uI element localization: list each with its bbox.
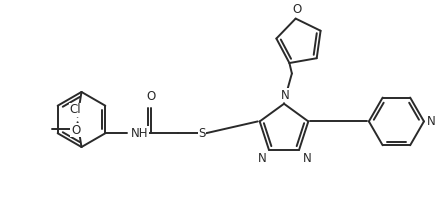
Text: N: N: [303, 152, 312, 165]
Text: N: N: [258, 152, 267, 165]
Text: O: O: [146, 90, 156, 103]
Text: O: O: [292, 3, 301, 16]
Text: N: N: [427, 115, 436, 128]
Text: S: S: [198, 127, 205, 140]
Text: N: N: [281, 89, 290, 102]
Text: Cl: Cl: [70, 103, 82, 116]
Text: O: O: [71, 124, 80, 137]
Text: NH: NH: [131, 127, 149, 140]
